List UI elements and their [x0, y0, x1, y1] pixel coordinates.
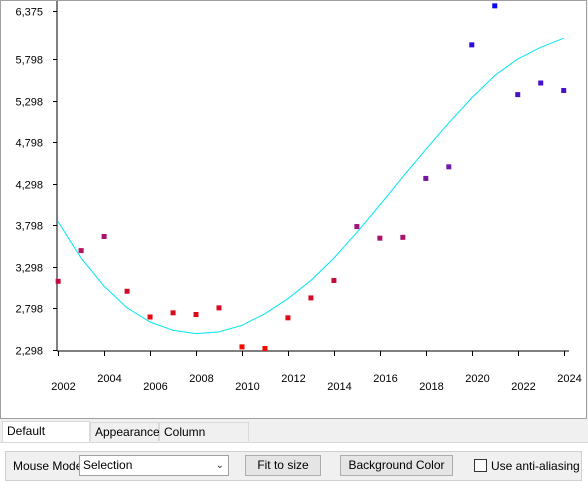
x-tick-label: 2022: [511, 381, 535, 393]
y-tick-label: 5,798: [15, 55, 43, 67]
x-tick-label: 2008: [189, 373, 213, 385]
data-point: [354, 224, 360, 230]
tab-content-default-settings: Mouse Mode Selection ⌄ Fit to size Backg…: [0, 442, 588, 488]
tab-appearance[interactable]: Appearance: [90, 422, 160, 441]
y-tick-label: 4,798: [15, 138, 43, 150]
x-tick-label: 2002: [51, 381, 75, 393]
data-point: [55, 278, 61, 284]
x-tick-label: 2024: [557, 373, 581, 385]
x-tick-label: 2004: [97, 373, 121, 385]
data-point: [193, 311, 199, 317]
fit-to-size-button[interactable]: Fit to size: [245, 455, 321, 476]
data-point: [423, 175, 429, 181]
data-point: [78, 248, 84, 254]
scatter-plot[interactable]: 6,375 5,798 5,298 4,798 4,298 3,798 3,298 2,798…: [1, 1, 588, 420]
background-color-button[interactable]: Background Color: [340, 455, 453, 476]
fit-line: [57, 37, 564, 335]
mouse-mode-select[interactable]: Selection ⌄: [79, 455, 229, 476]
data-point: [538, 80, 544, 86]
y-tick-label: 4,298: [15, 180, 43, 192]
data-point: [262, 346, 268, 352]
tab-column-selection[interactable]: Column Selection: [159, 422, 249, 458]
x-tick-label: 2020: [465, 373, 489, 385]
x-tick-label: 2012: [281, 373, 305, 385]
x-tick-label: 2018: [419, 381, 443, 393]
data-point: [239, 344, 245, 350]
data-point: [515, 92, 521, 98]
data-point: [101, 234, 107, 240]
data-point: [124, 288, 130, 294]
y-tick-label: 5,298: [15, 97, 43, 109]
tab-default-settings[interactable]: Default Settings: [2, 421, 90, 457]
data-point: [400, 234, 406, 240]
data-point: [285, 315, 291, 321]
x-tick-label: 2010: [235, 381, 259, 393]
chevron-down-icon: ⌄: [215, 460, 224, 471]
y-tick-label: 2,798: [15, 304, 43, 316]
data-point: [170, 310, 176, 316]
x-tick-label: 2014: [327, 381, 351, 393]
data-point: [561, 87, 567, 93]
data-point: [469, 42, 475, 48]
data-point: [216, 305, 222, 311]
settings-toolbar: Mouse Mode Selection ⌄ Fit to size Backg…: [5, 451, 582, 481]
data-point: [331, 277, 337, 283]
x-tick-label: 2006: [143, 381, 167, 393]
antialias-label: Use anti-aliasing: [491, 459, 580, 473]
y-tick-label: 3,298: [15, 263, 43, 275]
mouse-mode-value: Selection: [83, 458, 133, 472]
data-point: [308, 295, 314, 301]
x-tick-label: 2016: [373, 373, 397, 385]
y-tick-label: 3,798: [15, 221, 43, 233]
y-tick-label: 2,298: [15, 346, 43, 358]
data-point: [377, 235, 383, 241]
data-point: [147, 314, 153, 320]
antialias-checkbox[interactable]: [474, 459, 487, 472]
plot-panel[interactable]: 6,375 5,798 5,298 4,798 4,298 3,798 3,298 2,798…: [0, 0, 587, 419]
data-point: [446, 164, 452, 170]
tab-strip: Default Settings Appearance Column Selec…: [0, 421, 588, 458]
y-tick-label: 6,375: [15, 7, 43, 19]
mouse-mode-label: Mouse Mode: [13, 459, 83, 473]
data-point: [492, 3, 498, 9]
